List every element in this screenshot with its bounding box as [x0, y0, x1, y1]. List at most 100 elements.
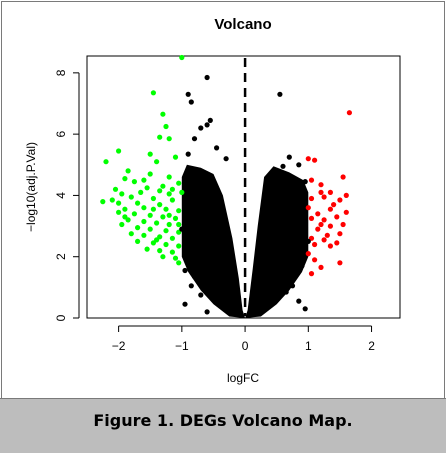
down-point — [135, 200, 141, 206]
y-tick-label: 8 — [54, 69, 68, 76]
up-point — [331, 202, 337, 208]
down-point — [157, 248, 163, 254]
up-point — [346, 110, 352, 116]
ns-point — [214, 145, 220, 151]
ns-point — [305, 238, 311, 244]
down-point — [166, 136, 172, 142]
down-point — [160, 111, 166, 117]
down-point — [172, 154, 179, 160]
down-point — [147, 171, 153, 177]
x-tick-label: 2 — [368, 339, 375, 353]
y-tick-label: 4 — [54, 192, 68, 199]
up-point — [327, 206, 333, 212]
up-point — [321, 237, 327, 243]
up-point — [327, 223, 333, 229]
down-point — [100, 199, 106, 205]
down-point — [147, 226, 153, 232]
up-point — [340, 174, 346, 180]
down-point — [157, 188, 163, 194]
down-point — [147, 151, 153, 157]
down-point — [150, 195, 156, 202]
up-point — [337, 231, 343, 237]
up-point — [305, 251, 311, 257]
down-point — [166, 174, 172, 180]
ns-point — [207, 117, 213, 123]
down-point — [163, 241, 169, 248]
up-point — [327, 189, 333, 195]
down-point — [163, 206, 169, 212]
y-axis: 0 2 4 6 8 — [54, 69, 80, 321]
down-point — [109, 197, 115, 203]
down-point — [131, 179, 137, 185]
up-point — [337, 197, 343, 203]
up-point — [308, 177, 315, 183]
up-point — [308, 195, 315, 202]
up-point — [340, 221, 346, 228]
down-point — [141, 232, 147, 238]
down-point — [169, 197, 175, 203]
ns-point — [182, 205, 188, 211]
ns-point — [179, 226, 185, 232]
up-point — [305, 205, 311, 211]
down-point — [160, 254, 166, 260]
ns-point — [204, 309, 210, 315]
down-point — [176, 243, 182, 249]
down-point — [116, 148, 122, 154]
ns-point — [302, 217, 308, 223]
down-point — [116, 209, 122, 215]
ns-point-cloud — [181, 164, 309, 318]
down-point — [154, 237, 160, 243]
up-point — [308, 215, 315, 221]
down-point — [179, 54, 185, 61]
down-point — [119, 191, 125, 197]
ns-point — [302, 306, 308, 312]
down-point — [157, 134, 163, 140]
up-point — [308, 271, 315, 277]
down-point — [163, 228, 169, 234]
x-tick-label: −1 — [175, 339, 189, 353]
down-point — [122, 206, 128, 212]
ns-point — [198, 125, 204, 131]
plot-box — [86, 55, 401, 319]
down-point — [169, 249, 175, 255]
up-point — [312, 157, 318, 163]
down-point — [172, 215, 179, 221]
up-point — [324, 232, 330, 238]
ns-cloud-left — [181, 164, 246, 318]
down-point — [176, 208, 182, 214]
up-point — [308, 235, 315, 241]
y-tick-label: 2 — [54, 253, 68, 260]
x-tick-label: 1 — [305, 339, 312, 353]
figure-caption: Figure 1. DEGs Volcano Map. — [93, 411, 353, 430]
data-points — [100, 54, 352, 315]
down-point — [141, 205, 147, 211]
caption-bar: Figure 1. DEGs Volcano Map. — [0, 398, 446, 453]
down-point — [128, 231, 134, 237]
up-point — [334, 214, 340, 220]
down-point — [131, 211, 137, 217]
down-point — [122, 176, 128, 182]
up-point — [318, 264, 324, 270]
down-point — [135, 238, 141, 244]
x-axis-label: logFC — [227, 371, 259, 385]
up-point — [318, 221, 324, 228]
up-point — [312, 241, 318, 248]
down-point — [154, 220, 160, 226]
down-point — [163, 123, 169, 130]
y-tick-label: 0 — [54, 314, 68, 321]
ns-point — [204, 74, 210, 81]
down-point — [141, 218, 147, 225]
down-point — [150, 206, 156, 212]
ns-cloud-right — [245, 166, 309, 318]
up-point — [315, 211, 321, 217]
down-point — [179, 189, 185, 195]
ns-point — [182, 267, 188, 274]
down-point — [176, 260, 182, 266]
ns-point — [277, 91, 283, 97]
ns-point — [185, 91, 191, 97]
ns-point — [223, 156, 229, 162]
down-point — [154, 159, 160, 165]
chart-title: Volcano — [214, 16, 271, 33]
down-point — [169, 186, 175, 192]
down-point — [147, 212, 153, 218]
